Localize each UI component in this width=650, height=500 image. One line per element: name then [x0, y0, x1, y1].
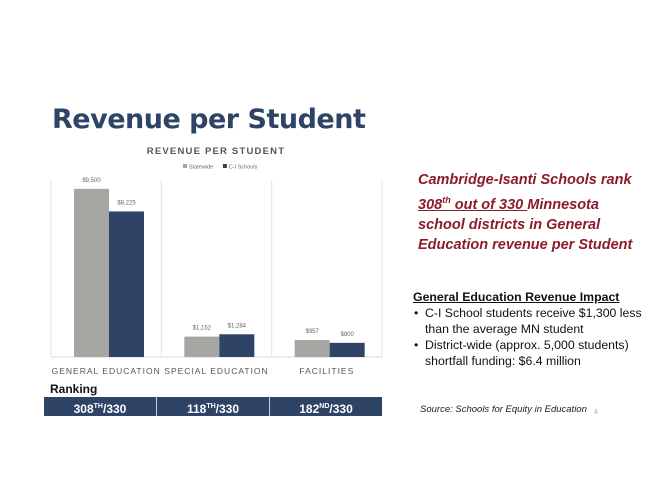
- bar-statewide: [294, 340, 330, 357]
- impact-bullet: District-wide (approx. 5,000 students) s…: [413, 337, 648, 369]
- chart-legend: Statewide C-I Schools: [183, 164, 258, 171]
- plot-area: $9,500 $8,225 GENERAL EDUCATION $1,152 $1,28…: [50, 178, 383, 376]
- impact-section: General Education Revenue Impact C-I Sch…: [413, 289, 648, 369]
- impact-list: C-I School students receive $1,300 less …: [413, 305, 648, 369]
- chart-title: REVENUE PER STUDENT: [147, 146, 285, 157]
- rank-number: 118: [186, 402, 207, 416]
- source-citation: Source: Schools for Equity in Education: [420, 404, 587, 415]
- data-label: $957: [305, 329, 319, 335]
- revenue-bar-chart: REVENUE PER STUDENT Statewide C-I Schools…: [50, 146, 383, 376]
- ranking-table: 308TH/330 118TH/330 182ND/330: [44, 397, 382, 416]
- bar-c-i-schools: [219, 334, 255, 357]
- page-number: 4: [594, 409, 598, 416]
- rank-number: 308: [73, 402, 94, 416]
- ranking-cell-special-education: 118TH/330: [157, 397, 270, 416]
- rank-total: /330: [215, 402, 240, 416]
- legend-swatch: [222, 164, 227, 168]
- rank-suffix: TH: [93, 403, 103, 410]
- x-tick-label: GENERAL EDUCATION: [52, 366, 161, 376]
- data-label: $1,152: [193, 326, 212, 332]
- headline-part: Minnesota school districts in General Ed…: [418, 196, 633, 253]
- x-tick-label: FACILITIES: [299, 366, 354, 376]
- rank-total: /330: [103, 402, 127, 416]
- headline-rank: 308th out of 330: [418, 195, 528, 213]
- data-label: $8,225: [117, 200, 136, 206]
- rank-number: 308: [418, 196, 443, 213]
- bar-c-i-schools: [329, 342, 365, 357]
- rank-total: /330: [329, 402, 353, 416]
- bar-statewide: [74, 188, 109, 357]
- rank-suffix: ND: [319, 403, 330, 410]
- bar-statewide: [184, 336, 220, 357]
- rank-suffix: th: [442, 195, 451, 205]
- ranking-cell-general-education: 308TH/330: [44, 397, 157, 416]
- ranking-cell-facilities: 182ND/330: [270, 397, 382, 416]
- headline-statement: Cambridge-Isanti Schools rank 308th out …: [418, 170, 648, 255]
- legend-label: C-I Schools: [229, 165, 258, 171]
- ranking-label: Ranking: [50, 382, 98, 396]
- headline-part: Cambridge-Isanti Schools rank: [418, 172, 632, 188]
- data-label: $1,284: [228, 323, 247, 329]
- impact-bullet: C-I School students receive $1,300 less …: [413, 305, 648, 337]
- rank-number: 182: [299, 402, 320, 416]
- rank-rest: out of 330: [450, 196, 528, 213]
- slide-title: Revenue per Student: [52, 104, 366, 135]
- x-tick-label: SPECIAL EDUCATION: [164, 366, 268, 376]
- rank-suffix: TH: [206, 403, 216, 410]
- data-label: $800: [340, 332, 354, 338]
- data-label: $9,500: [82, 178, 101, 184]
- bar-c-i-schools: [109, 211, 144, 357]
- legend-swatch: [183, 164, 187, 168]
- impact-title: General Education Revenue Impact: [413, 290, 620, 304]
- legend-label: Statewide: [189, 165, 213, 171]
